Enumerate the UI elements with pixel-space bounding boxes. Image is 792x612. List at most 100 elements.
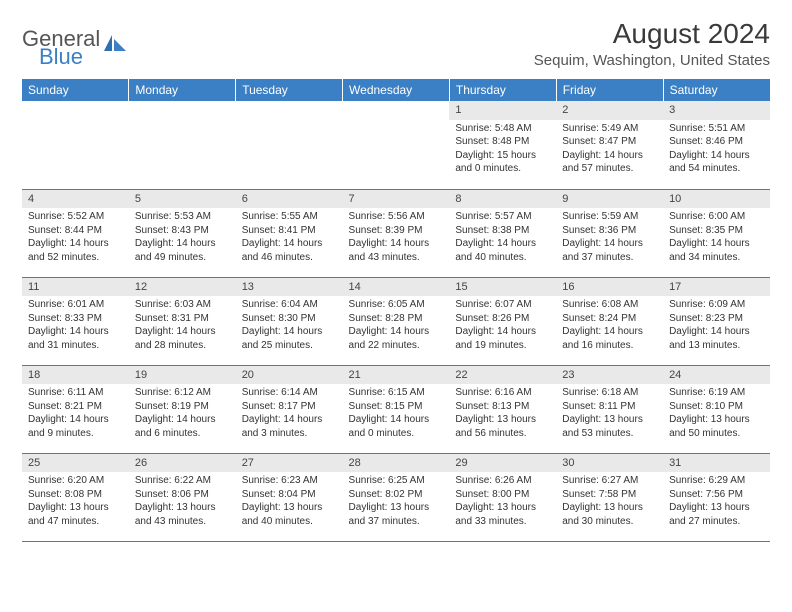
daylight-line: Daylight: 14 hours and 34 minutes. (669, 237, 764, 264)
day-details: Sunrise: 6:27 AMSunset: 7:58 PMDaylight:… (556, 472, 663, 532)
calendar-day-cell: 18Sunrise: 6:11 AMSunset: 8:21 PMDayligh… (22, 365, 129, 453)
sunset-line: Sunset: 8:30 PM (242, 312, 337, 326)
sunrise-line: Sunrise: 6:26 AM (455, 474, 550, 488)
month-title: August 2024 (534, 18, 770, 50)
daylight-line: Daylight: 13 hours and 50 minutes. (669, 413, 764, 440)
daylight-line: Daylight: 14 hours and 19 minutes. (455, 325, 550, 352)
calendar-week-row: 11Sunrise: 6:01 AMSunset: 8:33 PMDayligh… (22, 277, 770, 365)
sunrise-line: Sunrise: 6:23 AM (242, 474, 337, 488)
daylight-line: Daylight: 14 hours and 37 minutes. (562, 237, 657, 264)
sunrise-line: Sunrise: 6:18 AM (562, 386, 657, 400)
sunset-line: Sunset: 8:44 PM (28, 224, 123, 238)
day-number: 9 (556, 190, 663, 209)
calendar-day-cell: 1Sunrise: 5:48 AMSunset: 8:48 PMDaylight… (449, 101, 556, 189)
day-number: 14 (343, 278, 450, 297)
day-number: 25 (22, 454, 129, 473)
calendar-day-cell (236, 101, 343, 189)
calendar-day-cell: 9Sunrise: 5:59 AMSunset: 8:36 PMDaylight… (556, 189, 663, 277)
day-number: 15 (449, 278, 556, 297)
day-details: Sunrise: 6:09 AMSunset: 8:23 PMDaylight:… (663, 296, 770, 356)
calendar-day-cell (343, 101, 450, 189)
sunset-line: Sunset: 8:15 PM (349, 400, 444, 414)
day-number: 30 (556, 454, 663, 473)
day-details: Sunrise: 5:57 AMSunset: 8:38 PMDaylight:… (449, 208, 556, 268)
sunrise-line: Sunrise: 6:16 AM (455, 386, 550, 400)
sunset-line: Sunset: 8:13 PM (455, 400, 550, 414)
sunset-line: Sunset: 8:43 PM (135, 224, 230, 238)
calendar-day-cell: 11Sunrise: 6:01 AMSunset: 8:33 PMDayligh… (22, 277, 129, 365)
day-details: Sunrise: 6:12 AMSunset: 8:19 PMDaylight:… (129, 384, 236, 444)
sunrise-line: Sunrise: 6:27 AM (562, 474, 657, 488)
day-number: 7 (343, 190, 450, 209)
day-details: Sunrise: 6:15 AMSunset: 8:15 PMDaylight:… (343, 384, 450, 444)
day-details: Sunrise: 6:16 AMSunset: 8:13 PMDaylight:… (449, 384, 556, 444)
day-details: Sunrise: 6:29 AMSunset: 7:56 PMDaylight:… (663, 472, 770, 532)
sunrise-line: Sunrise: 6:15 AM (349, 386, 444, 400)
calendar-day-cell: 14Sunrise: 6:05 AMSunset: 8:28 PMDayligh… (343, 277, 450, 365)
daylight-line: Daylight: 13 hours and 30 minutes. (562, 501, 657, 528)
day-details: Sunrise: 6:14 AMSunset: 8:17 PMDaylight:… (236, 384, 343, 444)
day-details: Sunrise: 6:08 AMSunset: 8:24 PMDaylight:… (556, 296, 663, 356)
calendar-table: Sunday Monday Tuesday Wednesday Thursday… (22, 79, 770, 542)
calendar-day-cell: 15Sunrise: 6:07 AMSunset: 8:26 PMDayligh… (449, 277, 556, 365)
calendar-day-cell: 31Sunrise: 6:29 AMSunset: 7:56 PMDayligh… (663, 453, 770, 541)
day-details: Sunrise: 6:25 AMSunset: 8:02 PMDaylight:… (343, 472, 450, 532)
day-number: 18 (22, 366, 129, 385)
day-header: Saturday (663, 79, 770, 101)
title-block: August 2024 Sequim, Washington, United S… (534, 18, 770, 69)
daylight-line: Daylight: 14 hours and 52 minutes. (28, 237, 123, 264)
day-details: Sunrise: 5:55 AMSunset: 8:41 PMDaylight:… (236, 208, 343, 268)
sunset-line: Sunset: 8:11 PM (562, 400, 657, 414)
sunset-line: Sunset: 8:00 PM (455, 488, 550, 502)
calendar-day-cell (22, 101, 129, 189)
day-number: 5 (129, 190, 236, 209)
calendar-day-cell: 8Sunrise: 5:57 AMSunset: 8:38 PMDaylight… (449, 189, 556, 277)
sunrise-line: Sunrise: 6:09 AM (669, 298, 764, 312)
sunset-line: Sunset: 8:04 PM (242, 488, 337, 502)
daylight-line: Daylight: 14 hours and 16 minutes. (562, 325, 657, 352)
sunrise-line: Sunrise: 5:53 AM (135, 210, 230, 224)
day-header-row: Sunday Monday Tuesday Wednesday Thursday… (22, 79, 770, 101)
day-details: Sunrise: 6:19 AMSunset: 8:10 PMDaylight:… (663, 384, 770, 444)
daylight-line: Daylight: 13 hours and 33 minutes. (455, 501, 550, 528)
day-number: 12 (129, 278, 236, 297)
day-header: Wednesday (343, 79, 450, 101)
sunset-line: Sunset: 8:28 PM (349, 312, 444, 326)
day-number: 1 (449, 101, 556, 120)
day-number: 24 (663, 366, 770, 385)
sunset-line: Sunset: 8:21 PM (28, 400, 123, 414)
calendar-day-cell: 10Sunrise: 6:00 AMSunset: 8:35 PMDayligh… (663, 189, 770, 277)
daylight-line: Daylight: 13 hours and 47 minutes. (28, 501, 123, 528)
calendar-day-cell: 13Sunrise: 6:04 AMSunset: 8:30 PMDayligh… (236, 277, 343, 365)
sunrise-line: Sunrise: 6:01 AM (28, 298, 123, 312)
daylight-line: Daylight: 14 hours and 28 minutes. (135, 325, 230, 352)
day-details: Sunrise: 5:49 AMSunset: 8:47 PMDaylight:… (556, 120, 663, 180)
sunset-line: Sunset: 7:58 PM (562, 488, 657, 502)
sunrise-line: Sunrise: 6:07 AM (455, 298, 550, 312)
daylight-line: Daylight: 13 hours and 40 minutes. (242, 501, 337, 528)
day-details: Sunrise: 6:05 AMSunset: 8:28 PMDaylight:… (343, 296, 450, 356)
sunset-line: Sunset: 8:38 PM (455, 224, 550, 238)
day-header: Thursday (449, 79, 556, 101)
daylight-line: Daylight: 13 hours and 37 minutes. (349, 501, 444, 528)
day-header: Sunday (22, 79, 129, 101)
calendar-day-cell: 17Sunrise: 6:09 AMSunset: 8:23 PMDayligh… (663, 277, 770, 365)
day-details: Sunrise: 6:18 AMSunset: 8:11 PMDaylight:… (556, 384, 663, 444)
sunrise-line: Sunrise: 6:25 AM (349, 474, 444, 488)
calendar-day-cell: 30Sunrise: 6:27 AMSunset: 7:58 PMDayligh… (556, 453, 663, 541)
calendar-day-cell: 19Sunrise: 6:12 AMSunset: 8:19 PMDayligh… (129, 365, 236, 453)
daylight-line: Daylight: 14 hours and 0 minutes. (349, 413, 444, 440)
day-number: 10 (663, 190, 770, 209)
sunset-line: Sunset: 8:36 PM (562, 224, 657, 238)
day-number: 22 (449, 366, 556, 385)
calendar-day-cell: 2Sunrise: 5:49 AMSunset: 8:47 PMDaylight… (556, 101, 663, 189)
calendar-day-cell: 6Sunrise: 5:55 AMSunset: 8:41 PMDaylight… (236, 189, 343, 277)
daylight-line: Daylight: 13 hours and 53 minutes. (562, 413, 657, 440)
sunset-line: Sunset: 8:41 PM (242, 224, 337, 238)
sunset-line: Sunset: 8:19 PM (135, 400, 230, 414)
day-details: Sunrise: 6:01 AMSunset: 8:33 PMDaylight:… (22, 296, 129, 356)
sunrise-line: Sunrise: 6:03 AM (135, 298, 230, 312)
day-details: Sunrise: 5:48 AMSunset: 8:48 PMDaylight:… (449, 120, 556, 180)
calendar-day-cell: 25Sunrise: 6:20 AMSunset: 8:08 PMDayligh… (22, 453, 129, 541)
sunset-line: Sunset: 8:10 PM (669, 400, 764, 414)
